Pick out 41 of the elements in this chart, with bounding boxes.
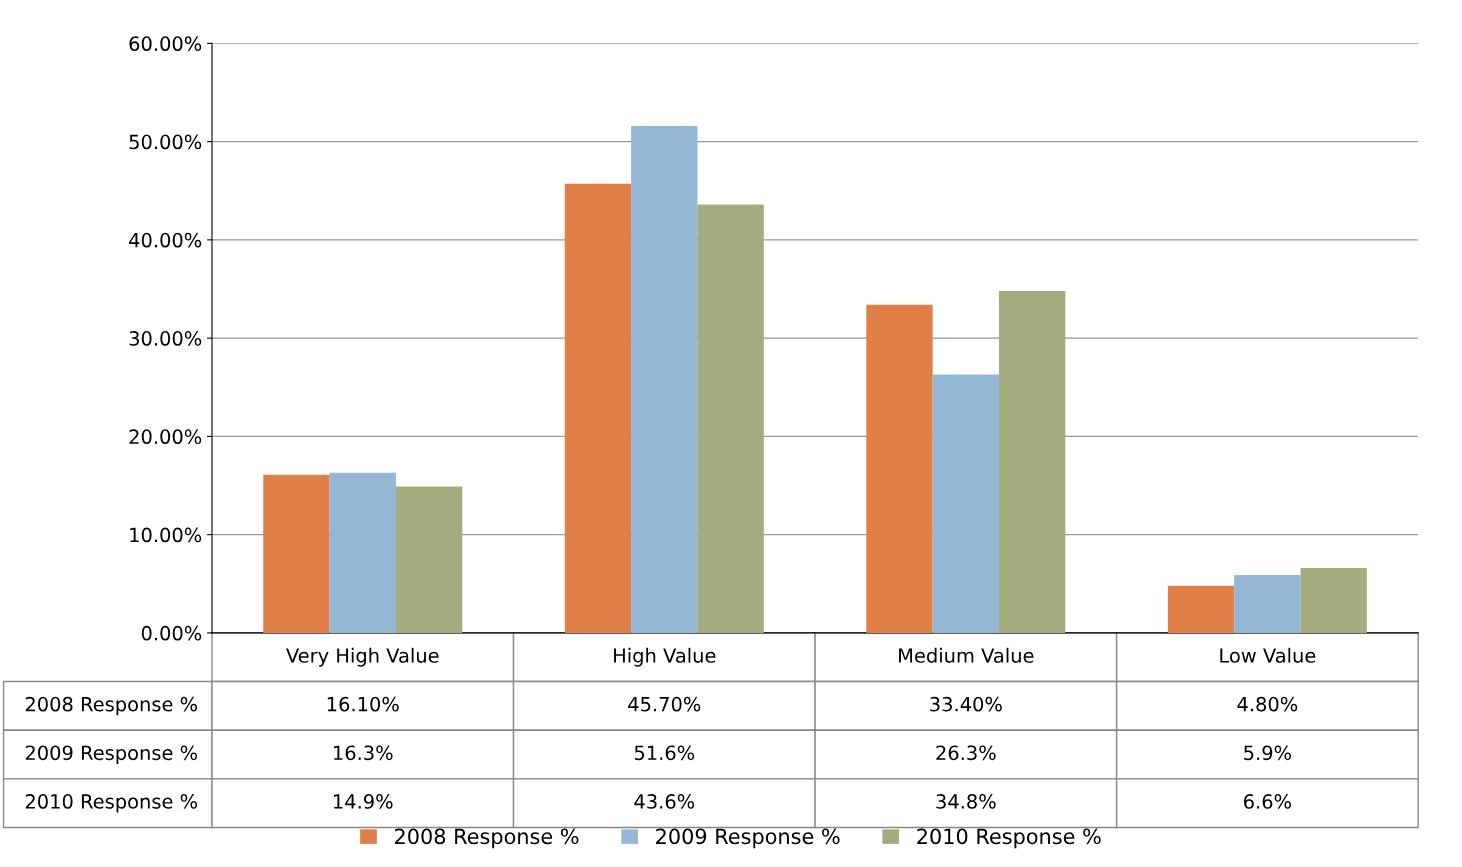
bar: [1234, 574, 1301, 633]
data-label: 26.3%: [936, 745, 996, 761]
y-tick-label: 60.00%: [129, 36, 202, 52]
legend-label: 2008 Response %: [395, 828, 579, 849]
data-label: 34.8%: [936, 794, 996, 809]
bar: [999, 290, 1066, 633]
bar: [1167, 585, 1235, 633]
bar: [697, 204, 764, 633]
text: 2008 Response %: [25, 696, 198, 716]
x-tick-label: Very High Value: [286, 647, 439, 667]
x-tick-label: Medium Value: [899, 647, 1034, 663]
bar: [866, 304, 933, 633]
data-label: 16.10%: [327, 696, 399, 712]
data-label: 6.6%: [1244, 794, 1291, 809]
x-tick-label: Low Value: [1220, 647, 1316, 663]
legend-label: 2009 Response %: [656, 828, 840, 849]
data-label: 16.3%: [334, 745, 393, 761]
y-tick-label: 50.00%: [129, 134, 202, 150]
bar: [1300, 568, 1367, 633]
y-tick-label: 0.00%: [141, 625, 202, 641]
data-label: 51.6%: [634, 745, 695, 761]
bar: [263, 474, 330, 633]
bar: [329, 472, 396, 633]
y-tick-label: 30.00%: [129, 331, 202, 346]
legend-label: 2010 Response %: [917, 828, 1101, 849]
y-tick-label: 10.00%: [130, 527, 202, 543]
data-label: 4.80%: [1237, 696, 1298, 712]
data-label: 45.70%: [628, 696, 701, 712]
bar: [932, 374, 999, 633]
bar: [395, 486, 463, 633]
bar: [631, 125, 698, 633]
text: 2010 Response %: [25, 794, 198, 813]
x-tick-label: High Value: [614, 647, 716, 667]
data-label: 43.6%: [634, 794, 695, 809]
y-tick-label: 40.00%: [129, 232, 202, 248]
text: 2009 Response %: [25, 745, 198, 764]
data-label: 14.9%: [334, 794, 393, 809]
bar: [564, 183, 632, 633]
data-label: 33.40%: [930, 696, 1002, 712]
data-label: 5.9%: [1244, 745, 1291, 761]
y-tick-label: 20.00%: [129, 429, 202, 445]
